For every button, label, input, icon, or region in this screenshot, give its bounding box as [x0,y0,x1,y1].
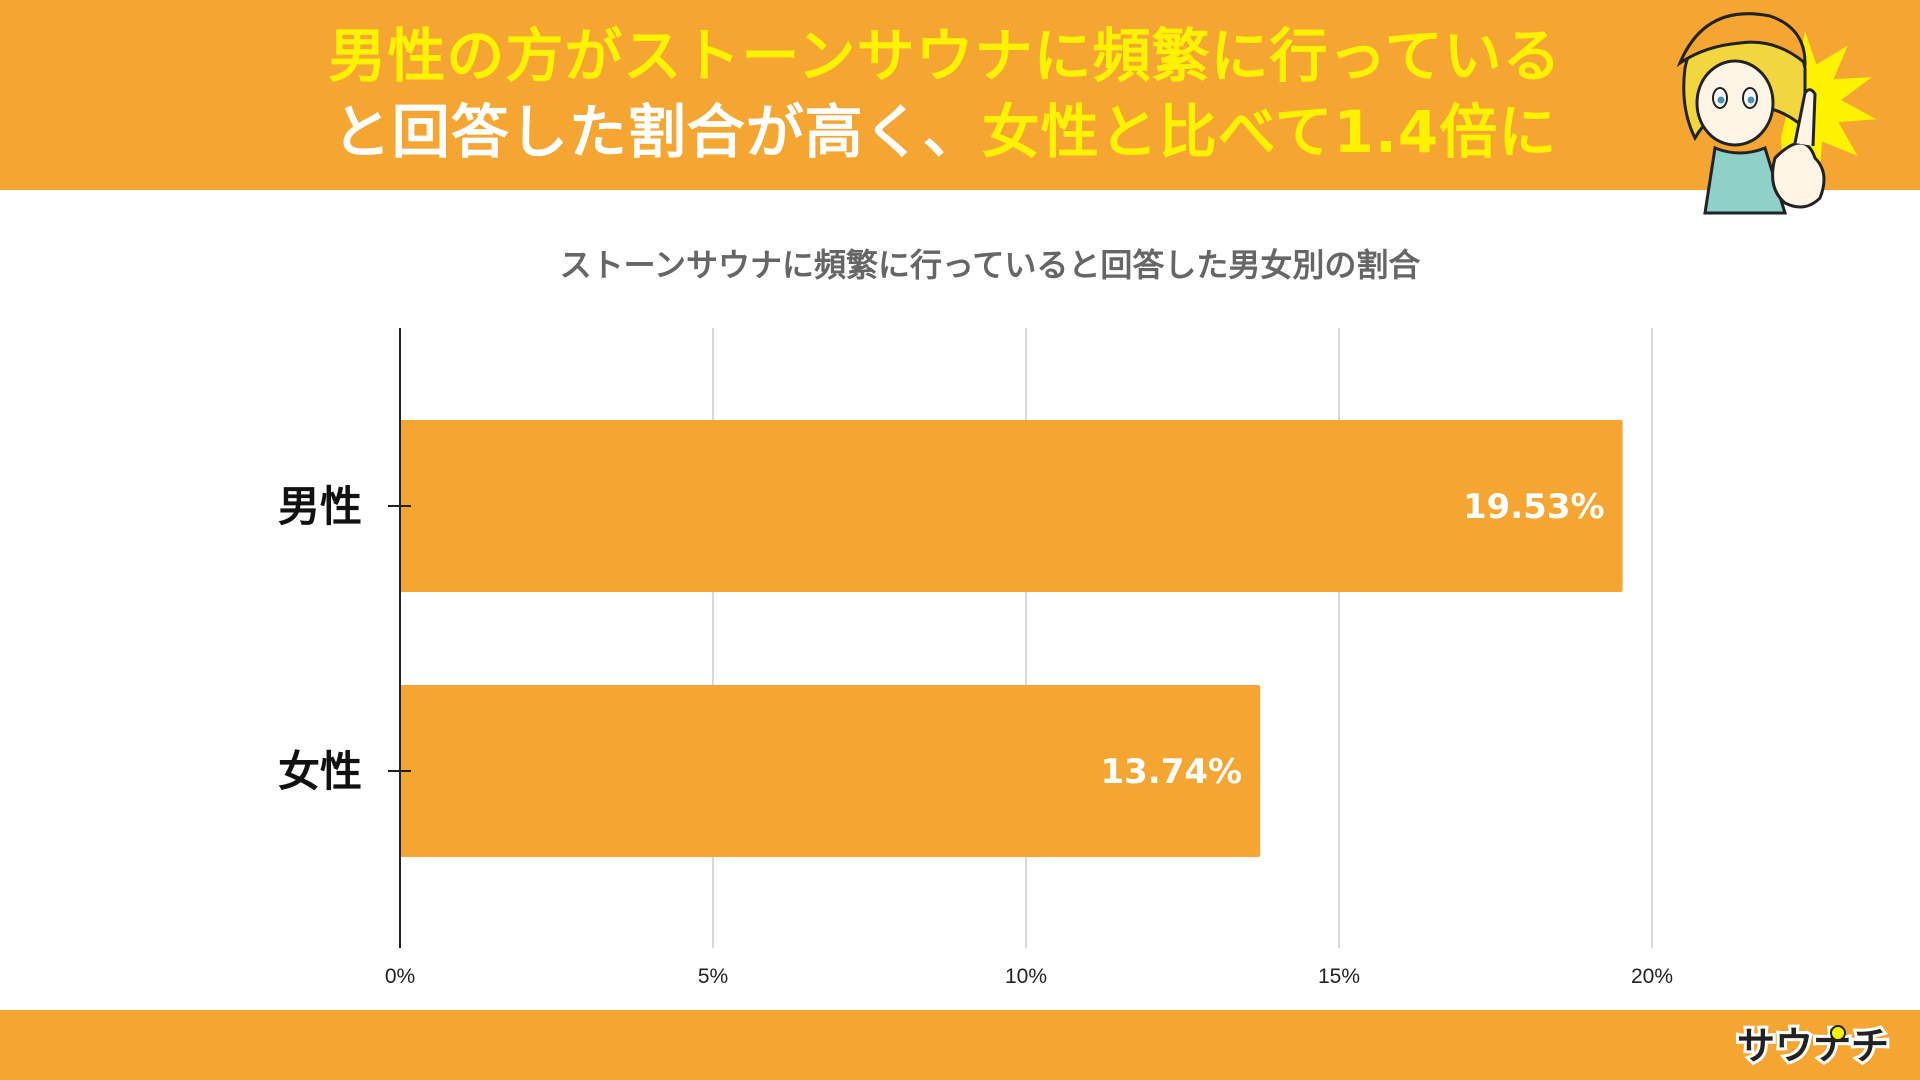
pointing-girl-mascot-icon [1676,12,1884,215]
headline-line-2-yellow: 女性と比べて1.4倍に [981,98,1558,166]
x-tick-label: 10% [1005,965,1047,988]
data-label: 13.74% [1100,752,1242,792]
category-label: 女性 [278,747,362,796]
x-tick-label: 5% [698,965,728,988]
sauna-logo-icon: サウナチ [1734,1021,1892,1071]
footer-bar [0,1010,1920,1080]
headline: 男性の方がストーンサウナに頻繁に行っている と回答した割合が高く、女性と比べて1… [280,18,1610,170]
header-banner [0,0,1920,190]
x-tick-label: 15% [1318,965,1360,988]
x-tick-label: 0% [385,965,415,988]
x-tick-label: 20% [1631,965,1673,988]
category-label: 男性 [278,482,362,531]
logo-text: サウナチ [1737,1024,1889,1068]
chart-title: ストーンサウナに頻繁に行っていると回答した男女別の割合 [559,246,1421,284]
data-label: 19.53% [1463,487,1605,527]
headline-line-2-white: と回答した割合が高く、 [332,98,982,166]
bar [400,685,1261,857]
bars: 19.53% 13.74% [400,420,1623,857]
headline-line-2: と回答した割合が高く、女性と比べて1.4倍に [280,94,1610,170]
bar [400,420,1623,592]
headline-line-1: 男性の方がストーンサウナに頻繁に行っている [328,22,1562,90]
